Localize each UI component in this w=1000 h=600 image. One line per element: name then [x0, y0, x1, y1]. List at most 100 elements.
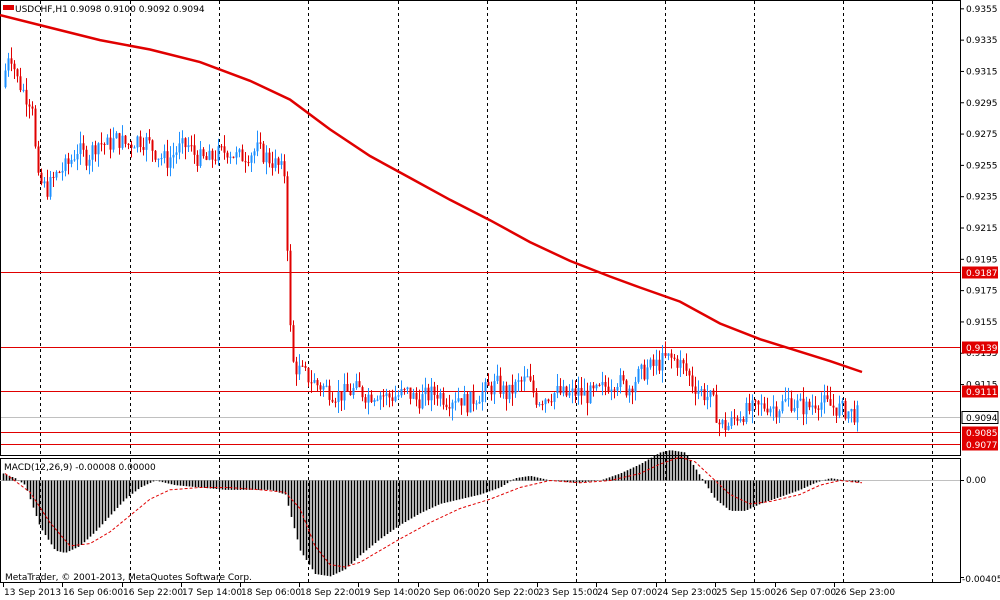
candle-body	[733, 417, 736, 419]
candle-body	[211, 150, 214, 160]
candle-body	[517, 380, 520, 382]
price-pane[interactable]: 0.9355 0.9335 0.9315 0.9295 0.9275 0.9255 0.92…	[0, 0, 999, 456]
candle-body	[574, 388, 577, 396]
candle-body	[712, 390, 715, 395]
price-tag	[962, 426, 998, 439]
price-tag-label: 0.9187	[966, 269, 998, 279]
candle-body	[637, 368, 640, 382]
candle-body	[514, 381, 517, 394]
candle-body	[412, 392, 415, 399]
price-label: 0.9315	[966, 67, 998, 77]
candle-body	[469, 391, 472, 413]
candle-body	[613, 389, 616, 391]
candle-body	[820, 402, 823, 410]
candle-body	[373, 400, 376, 402]
copyright-text: MetaTrader, © 2001-2013, MetaQuotes Soft…	[5, 573, 252, 583]
candle-body	[736, 418, 739, 421]
candle-body	[763, 403, 766, 409]
candle-body	[700, 389, 703, 391]
candle-body	[595, 384, 598, 389]
candle-body	[370, 394, 373, 402]
candle-body	[70, 160, 73, 164]
macd-pane-border	[0, 458, 961, 583]
ohlc-values: 0.9098 0.9100 0.9092 0.9094	[70, 5, 205, 15]
candle-body	[364, 397, 367, 403]
candle-body	[583, 390, 586, 396]
candle-body	[739, 419, 742, 421]
candle-body	[343, 384, 346, 401]
candle-body	[817, 408, 820, 410]
candle-body	[304, 365, 307, 368]
candle-body	[421, 394, 424, 409]
candle-body	[397, 395, 400, 397]
candle-body	[664, 352, 667, 356]
candle-body	[157, 158, 160, 160]
candle-body	[106, 137, 109, 145]
price-label: 0.9215	[966, 224, 998, 234]
candle-body	[622, 375, 625, 381]
candle-body	[850, 409, 853, 412]
candle-body	[598, 384, 601, 386]
candle-body	[724, 420, 727, 430]
candle-body	[802, 398, 805, 415]
symbol-title: USDCHF,H1	[15, 5, 68, 15]
candle-body	[493, 381, 496, 395]
horizontal-lines[interactable]	[1, 272, 960, 445]
candle-body	[793, 408, 796, 411]
candle-body	[841, 400, 844, 404]
candle-body	[541, 404, 544, 406]
candle-body	[649, 359, 652, 368]
candle-body	[529, 376, 532, 381]
candle-body	[88, 159, 91, 166]
candle-body	[340, 391, 343, 401]
candle-body	[748, 402, 751, 411]
candle-body	[544, 399, 547, 405]
candle-body	[616, 386, 619, 391]
candle-body	[433, 386, 436, 395]
candle-body	[385, 393, 388, 396]
time-label: 16 Sep 22:00	[123, 588, 183, 598]
candle-body	[832, 405, 835, 408]
time-label: 24 Sep 07:00	[597, 588, 657, 598]
candle-body	[271, 163, 274, 168]
candle-body	[301, 365, 304, 367]
candle-body	[226, 152, 229, 158]
candle-body	[607, 386, 610, 392]
candle-body	[547, 399, 550, 402]
candle-body	[151, 140, 154, 151]
candle-body	[577, 387, 580, 396]
candle-body	[79, 143, 82, 155]
candle-body	[127, 143, 130, 145]
candle-body	[676, 358, 679, 368]
candle-body	[808, 401, 811, 408]
candle-body	[289, 250, 292, 326]
candle-body	[721, 420, 724, 425]
candle-body	[406, 387, 409, 390]
candle-body	[130, 144, 133, 148]
price-tag	[962, 438, 998, 451]
candle-body	[292, 325, 295, 362]
candle-body	[307, 367, 310, 383]
candle-body	[85, 149, 88, 166]
candle-body	[4, 70, 7, 88]
candle-body	[133, 147, 136, 149]
candle-body	[136, 136, 139, 148]
macd-pane[interactable]: MACD(12,26,9) -0.00008 0.00000 MetaTrade…	[0, 450, 1000, 585]
candle-body	[376, 399, 379, 401]
candle-body	[145, 137, 148, 150]
candle-body	[175, 152, 178, 155]
candle-body	[571, 388, 574, 393]
candle-body	[346, 384, 349, 392]
time-label: 18 Sep 06:00	[241, 588, 301, 598]
candle-body	[187, 145, 190, 148]
candle-body	[502, 385, 505, 394]
candle-body	[358, 381, 361, 388]
candle-body	[31, 106, 34, 109]
candle-body	[784, 399, 787, 402]
candle-body	[316, 380, 319, 386]
candle-body	[283, 161, 286, 177]
candle-body	[685, 363, 688, 371]
candle-body	[697, 390, 700, 394]
